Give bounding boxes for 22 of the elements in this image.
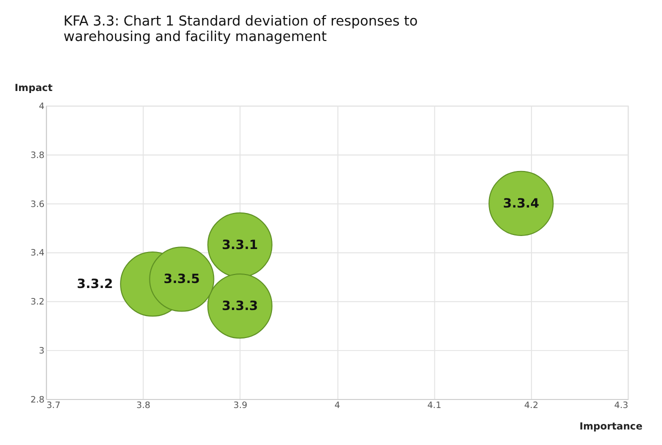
x-tick-label: 4 — [334, 401, 341, 412]
x-tick-label: 4.1 — [427, 401, 442, 412]
y-tick-label: 3.2 — [30, 298, 44, 308]
x-tick-label: 3.8 — [136, 401, 150, 412]
y-tick-label: 3.8 — [30, 150, 44, 161]
y-tick-label: 3 — [38, 346, 44, 356]
y-tick-label: 4 — [38, 102, 45, 112]
y-tick-label: 2.8 — [30, 395, 44, 406]
x-tick-label: 3.9 — [233, 401, 248, 412]
series-label: 3.3.1 — [222, 236, 258, 252]
x-tick-label: 4.3 — [614, 401, 628, 412]
y-tick-label: 3.4 — [30, 248, 45, 259]
series-label: 3.3.4 — [503, 195, 540, 210]
chart-title: KFA 3.3: Chart 1 Standard deviation of responses to warehousing and facility management — [64, 13, 418, 46]
x-tick-label: 4.2 — [524, 401, 538, 412]
series-label: 3.3.5 — [164, 271, 200, 286]
x-axis-title: Importance — [579, 421, 643, 432]
y-tick-label: 3.6 — [30, 200, 45, 210]
series-label: 3.3.3 — [222, 298, 258, 313]
y-axis-title: Impact — [14, 82, 53, 94]
x-tick-label: 3.7 — [46, 401, 60, 412]
series-label: 3.3.2 — [76, 276, 114, 291]
